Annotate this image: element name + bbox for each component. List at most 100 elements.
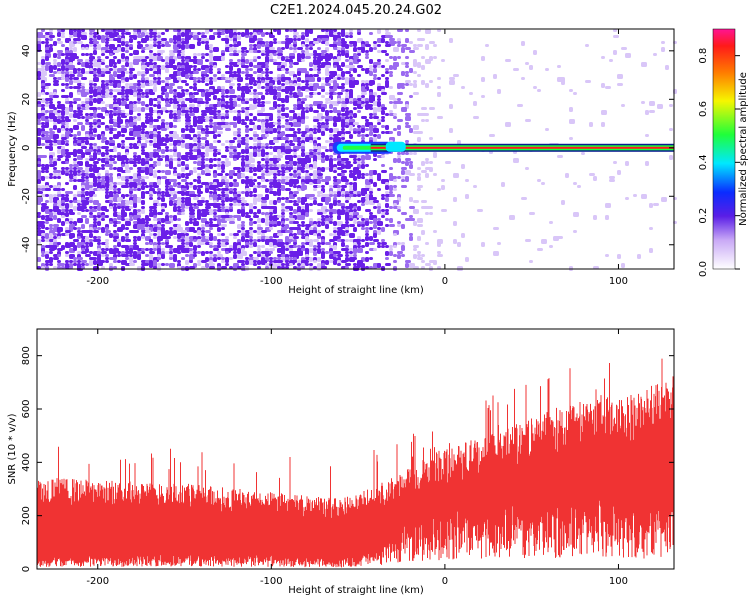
heatmap-cell [197,191,203,194]
heatmap-cell [69,170,73,173]
heatmap-cell [257,125,261,130]
heatmap-cell [277,257,281,260]
heatmap-cell [293,29,297,32]
heatmap-cell [281,47,285,50]
heatmap-cell [417,185,423,188]
heatmap-cell [209,44,213,47]
heatmap-cell [593,215,597,220]
heatmap-cell [393,104,397,109]
heatmap-cell [77,203,81,206]
heatmap-cell [181,38,185,41]
heatmap-cell [253,242,257,247]
heatmap-cell [121,140,125,143]
heatmap-cell [229,233,233,236]
heatmap-cell [189,221,193,224]
heatmap-cell [161,155,165,158]
heatmap-cell [341,137,345,140]
heatmap-cell [57,101,61,104]
heatmap-cell [85,170,89,173]
heatmap-cell [165,95,169,98]
heatmap-cell [185,221,189,226]
heatmap-cell [49,143,53,146]
heatmap-cell [249,92,253,95]
heatmap-cell [105,194,109,199]
heatmap-cell [293,245,297,248]
heatmap-cell [281,176,285,179]
heatmap-cell [325,125,329,128]
heatmap-cell [377,230,381,235]
heatmap-cell [77,173,81,176]
heatmap-cell [377,122,381,125]
heatmap-cell [397,209,401,212]
heatmap-cell [317,203,323,206]
heatmap-cell [433,44,437,47]
heatmap-cell [241,71,245,74]
heatmap-cell [81,224,85,229]
heatmap-cell [129,263,135,266]
heatmap-cell [321,215,325,218]
heatmap-cell [37,266,41,269]
heatmap-cell [149,59,153,62]
heatmap-cell [269,212,273,215]
heatmap-cell [217,251,221,254]
heatmap-cell [73,176,77,179]
heatmap-cell [321,65,325,68]
heatmap-cell [385,83,389,88]
heatmap-cell [129,206,133,209]
heatmap-cell [337,227,343,230]
heatmap-cell [233,233,239,236]
heatmap-cell [297,47,303,50]
heatmap-cell [105,254,109,257]
heatmap-cell [273,53,277,56]
heatmap-cell [357,59,361,62]
heatmap-cell [253,212,257,215]
heatmap-cell [173,104,177,109]
heatmap-cell [197,194,201,197]
heatmap-cell [77,212,81,215]
heatmap-cell [57,158,61,161]
heatmap-cell [409,95,413,98]
heatmap-cell [265,131,269,134]
heatmap-cell [69,107,73,112]
heatmap-cell [57,149,61,154]
heatmap-cell [321,185,325,188]
heatmap-cell [417,257,423,260]
heatmap-cell [197,185,203,188]
heatmap-cell [289,110,295,113]
heatmap-cell [513,68,519,71]
heatmap-cell [81,266,85,269]
heatmap-cell [249,74,253,77]
heatmap-cell [269,77,273,80]
heatmap-cell [437,116,443,119]
heatmap-cell [73,185,77,190]
heatmap-cell [93,77,99,82]
heatmap-cell [153,149,157,152]
heatmap-cell [89,164,93,167]
heatmap-cell [41,164,45,167]
heatmap-cell [57,260,61,263]
heatmap-cell [181,188,187,191]
heatmap-cell [145,218,151,221]
heatmap-cell [397,86,401,89]
heatmap-cell [381,50,387,53]
heatmap-cell [225,65,229,68]
heatmap-cell [65,221,69,224]
heatmap-cell [293,155,297,158]
heatmap-cell [333,167,337,170]
heatmap-cell [41,176,45,181]
heatmap-cell [89,32,93,35]
heatmap-cell [153,68,157,71]
heatmap-cell [405,83,409,86]
heatmap-cell [313,251,317,256]
heatmap-cell [205,77,209,82]
heatmap-cell [57,185,61,188]
heatmap-cell [89,167,93,172]
heatmap-cell [393,56,397,61]
heatmap-cell [53,92,57,95]
heatmap-cell [261,146,265,149]
heatmap-cell [153,248,157,251]
colorbar-tick-label: 0.4 [698,154,709,170]
heatmap-cell [81,128,85,131]
heatmap-cell [249,221,253,226]
